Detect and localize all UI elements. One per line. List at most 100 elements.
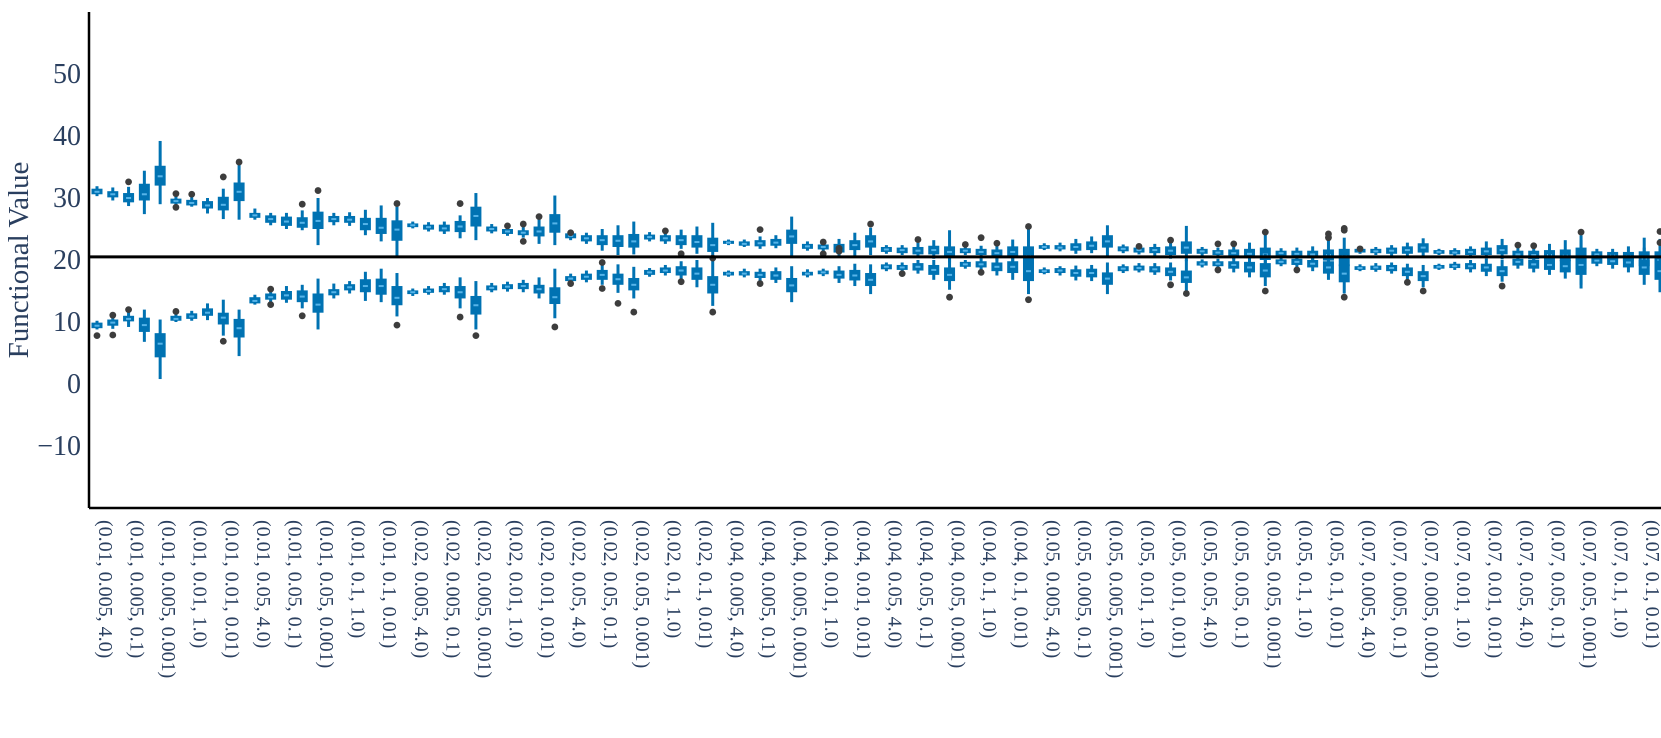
outlier-point bbox=[172, 190, 180, 198]
outlier-point bbox=[819, 238, 827, 246]
outlier-point bbox=[456, 200, 464, 207]
box-group bbox=[1607, 248, 1619, 269]
outlier-point bbox=[188, 190, 196, 198]
y-tick-label: −10 bbox=[37, 431, 81, 462]
box-group bbox=[975, 234, 987, 276]
box-group bbox=[1322, 230, 1334, 280]
x-tick-label: (0.07, 0.05, 0.1) bbox=[1546, 520, 1568, 648]
x-tick-label: (0.01, 0.005, 0.001) bbox=[157, 520, 179, 678]
x-axis: (0.01, 0.005, 4.0) (0.01, 0.005, 0.1) (0.0… bbox=[89, 506, 1661, 678]
box-group bbox=[1512, 241, 1524, 269]
box-group bbox=[628, 221, 640, 316]
x-tick-label: (0.02, 0.05, 4.0) bbox=[568, 520, 590, 648]
x-tick-label: (0.05, 0.05, 4.0) bbox=[1199, 520, 1221, 648]
outlier-point bbox=[1577, 228, 1585, 236]
outlier-point bbox=[567, 280, 575, 287]
x-tick-label: (0.05, 0.005, 0.1) bbox=[1073, 520, 1095, 658]
outlier-point bbox=[1167, 236, 1174, 244]
outlier-point bbox=[535, 213, 543, 221]
box-group bbox=[944, 230, 956, 301]
x-tick-label: (0.07, 0.05, 4.0) bbox=[1515, 520, 1537, 648]
outlier-point bbox=[393, 200, 401, 207]
outlier-point bbox=[1182, 290, 1190, 297]
box-group bbox=[154, 140, 166, 380]
outlier-point bbox=[472, 332, 480, 340]
outlier-point bbox=[1261, 287, 1269, 295]
box-group bbox=[359, 209, 371, 301]
lower-box bbox=[312, 293, 324, 313]
x-tick-label: (0.07, 0.01, 0.01) bbox=[1483, 520, 1505, 658]
x-tick-label: (0.05, 0.01, 1.0) bbox=[1136, 520, 1158, 648]
box-group bbox=[280, 212, 292, 303]
box-group bbox=[896, 245, 908, 278]
box-group bbox=[1370, 246, 1382, 272]
box-group bbox=[1307, 246, 1319, 272]
box-group bbox=[265, 212, 277, 309]
box-group bbox=[1212, 240, 1224, 274]
box-group bbox=[233, 158, 245, 357]
outlier-point bbox=[504, 222, 511, 230]
x-tick-label: (0.05, 0.05, 0.1) bbox=[1231, 520, 1253, 648]
outlier-point bbox=[235, 158, 243, 166]
box-group bbox=[1654, 228, 1661, 293]
box-group bbox=[91, 186, 103, 340]
box-group bbox=[123, 178, 135, 327]
outlier-point bbox=[867, 220, 875, 228]
x-tick-label: (0.01, 0.1, 0.01) bbox=[378, 520, 400, 648]
outlier-point bbox=[1340, 293, 1348, 301]
x-tick-label: (0.01, 0.05, 0.1) bbox=[283, 520, 305, 648]
outlier-point bbox=[1498, 282, 1506, 290]
box-group bbox=[438, 221, 450, 295]
box-group bbox=[754, 226, 766, 287]
box-group bbox=[296, 200, 308, 320]
outlier-point bbox=[93, 332, 101, 340]
y-tick-label: 30 bbox=[53, 183, 81, 214]
outlier-point bbox=[1167, 281, 1174, 289]
outlier-point bbox=[993, 239, 1001, 247]
y-tick-label: 0 bbox=[67, 369, 81, 400]
box-group bbox=[1559, 240, 1571, 279]
outlier-point bbox=[219, 337, 227, 345]
outlier-point bbox=[598, 285, 606, 292]
x-tick-label: (0.07, 0.1, 0.01) bbox=[1641, 520, 1661, 648]
upper-box bbox=[217, 196, 229, 211]
outlier-point bbox=[1656, 239, 1661, 247]
x-tick-label: (0.01, 0.1, 1.0) bbox=[347, 520, 369, 638]
outlier-point bbox=[598, 259, 606, 266]
box-group bbox=[612, 225, 624, 307]
lower-box bbox=[391, 286, 403, 306]
box-group bbox=[1149, 243, 1161, 275]
box-group bbox=[1007, 239, 1019, 280]
box-group bbox=[249, 208, 261, 305]
box-group bbox=[1244, 242, 1256, 278]
box-group bbox=[517, 220, 529, 293]
box-group bbox=[549, 195, 561, 331]
outlier-point bbox=[898, 270, 906, 278]
y-axis-label: Functional Value bbox=[3, 162, 35, 359]
box-group bbox=[928, 240, 940, 280]
x-tick-label: (0.05, 0.05, 0.001) bbox=[1262, 520, 1284, 668]
box-group bbox=[1338, 224, 1350, 301]
outlier-point bbox=[1403, 278, 1411, 286]
outlier-point bbox=[551, 323, 559, 331]
y-axis: −10 0 10 20 30 40 50 bbox=[37, 12, 91, 508]
outlier-point bbox=[835, 247, 843, 255]
box-group bbox=[486, 224, 498, 293]
box-group bbox=[1196, 246, 1208, 268]
box-group bbox=[959, 241, 971, 269]
box-group bbox=[423, 222, 435, 295]
outlier-point bbox=[219, 173, 227, 181]
x-tick-label: (0.01, 0.05, 0.001) bbox=[315, 520, 337, 668]
box-group bbox=[1070, 238, 1082, 281]
x-tick-label: (0.04, 0.1, 0.01) bbox=[1010, 520, 1032, 648]
box-group bbox=[880, 245, 892, 272]
y-tick-label: 40 bbox=[53, 121, 81, 152]
box-group bbox=[1291, 247, 1303, 274]
x-tick-label: (0.01, 0.05, 4.0) bbox=[252, 520, 274, 648]
box-group bbox=[707, 222, 719, 316]
box-group bbox=[1101, 225, 1113, 295]
outlier-point bbox=[946, 293, 953, 301]
box-group bbox=[407, 221, 419, 296]
outlier-point bbox=[109, 311, 117, 319]
x-tick-label: (0.05, 0.1, 0.01) bbox=[1325, 520, 1347, 648]
